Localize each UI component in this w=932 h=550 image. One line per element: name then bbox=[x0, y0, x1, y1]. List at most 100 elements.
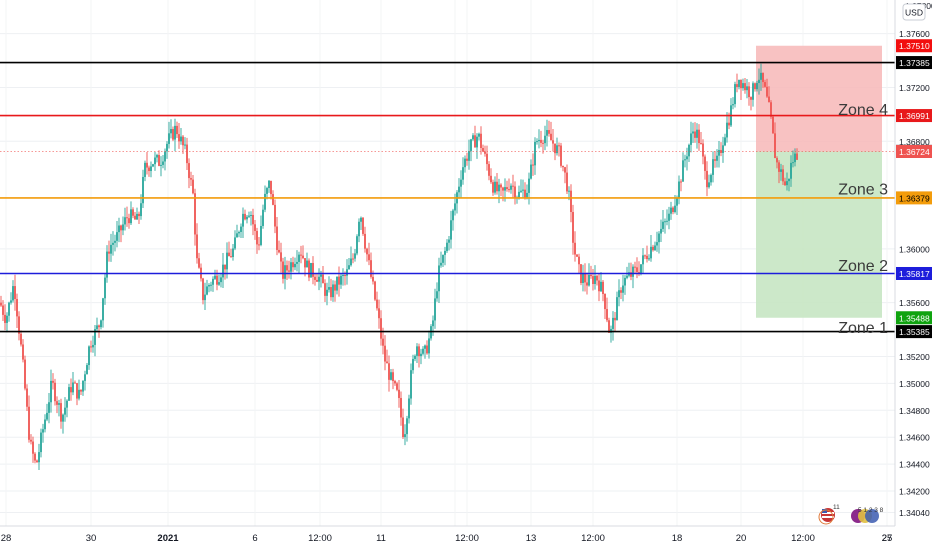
candle-body bbox=[162, 161, 164, 165]
candle-body bbox=[84, 374, 86, 381]
candle-body bbox=[554, 143, 556, 154]
candle-body bbox=[506, 187, 508, 190]
candle-body bbox=[32, 441, 34, 454]
price-tag[interactable]: 1.37510 bbox=[896, 39, 932, 53]
candle-body bbox=[748, 86, 750, 98]
candle-body bbox=[688, 144, 690, 157]
candle-body bbox=[330, 287, 332, 298]
candle-body bbox=[398, 389, 400, 399]
candle-body bbox=[448, 239, 450, 243]
candle-body bbox=[596, 275, 598, 281]
price-tag-bg bbox=[896, 311, 932, 325]
level-price-tag[interactable]: 1.35385 bbox=[896, 325, 932, 339]
candle-body bbox=[752, 83, 754, 100]
candle-body bbox=[220, 277, 222, 283]
candle-body bbox=[274, 204, 276, 227]
currency-button[interactable]: USD bbox=[902, 3, 926, 21]
candle-body bbox=[60, 403, 62, 422]
short-position-tool[interactable] bbox=[756, 45, 882, 318]
price-tag-bg bbox=[896, 144, 932, 158]
candle-body bbox=[302, 255, 304, 259]
candle-body bbox=[418, 346, 420, 357]
candle-body bbox=[96, 325, 98, 330]
flag-ring bbox=[818, 509, 834, 525]
candle-body bbox=[680, 181, 682, 183]
price-tag-bg bbox=[896, 325, 932, 339]
candle-body bbox=[230, 256, 232, 258]
take-profit-zone[interactable] bbox=[756, 151, 882, 318]
candle-body bbox=[56, 401, 58, 405]
price-tag[interactable]: 1.36724 bbox=[896, 144, 932, 158]
event-badges[interactable]: 11 5 1 2 3 8 bbox=[818, 504, 884, 525]
price-tag-bg bbox=[896, 266, 932, 280]
price-tag[interactable]: 1.35488 bbox=[896, 311, 932, 325]
candle-body bbox=[378, 308, 380, 319]
candle-body bbox=[38, 452, 40, 463]
candle-body bbox=[16, 299, 18, 317]
candle-body bbox=[360, 217, 362, 222]
candle-body bbox=[442, 254, 444, 263]
candle-body bbox=[530, 164, 532, 179]
candle-body bbox=[412, 358, 414, 371]
candle-body bbox=[210, 284, 212, 286]
candle-body bbox=[372, 276, 374, 282]
price-tick-label: 1.34200 bbox=[899, 487, 930, 497]
candle-body bbox=[226, 252, 228, 270]
candle-body bbox=[120, 225, 122, 231]
candle-body bbox=[664, 221, 666, 223]
candle-body bbox=[606, 309, 608, 321]
candle-body bbox=[256, 230, 258, 245]
candle-body bbox=[42, 429, 44, 433]
flag-events-icon[interactable]: 11 bbox=[818, 504, 840, 525]
economic-events-icon[interactable]: 5 1 2 3 8 bbox=[851, 507, 884, 523]
level-price-tag[interactable]: 1.35817 bbox=[896, 266, 932, 280]
flag-stripe bbox=[822, 516, 834, 518]
candle-body bbox=[572, 212, 574, 243]
candle-body bbox=[604, 293, 606, 310]
level-price-tag[interactable]: 1.36991 bbox=[896, 109, 932, 123]
candle-body bbox=[570, 190, 572, 213]
flag-canton bbox=[822, 509, 827, 513]
candle-body bbox=[598, 280, 600, 292]
time-tick-label: 12:00 bbox=[308, 533, 332, 544]
candle-body bbox=[66, 400, 68, 408]
candle-body bbox=[318, 276, 320, 282]
candle-body bbox=[778, 162, 780, 172]
candle-body bbox=[686, 156, 688, 160]
level-price-tag[interactable]: 1.36379 bbox=[896, 191, 932, 205]
candle-body bbox=[706, 170, 708, 188]
candle-body bbox=[34, 453, 36, 461]
candle-body bbox=[224, 264, 226, 270]
candle-body bbox=[576, 254, 578, 257]
zone-label: Zone 4 bbox=[838, 102, 888, 119]
candle-body bbox=[574, 242, 576, 255]
candle-body bbox=[640, 264, 642, 274]
candle-body bbox=[792, 162, 794, 164]
time-tick-label: 11 bbox=[376, 533, 386, 544]
candle-body bbox=[122, 224, 124, 231]
candle-body bbox=[108, 251, 110, 254]
time-axis[interactable]: 28 30 2021 6 12:00 11 12:00 13 12:00 18 20 12:00 252… bbox=[0, 525, 895, 550]
level-price-tag[interactable]: 1.37385 bbox=[896, 56, 932, 70]
candle-body bbox=[250, 214, 252, 216]
candle-body bbox=[736, 84, 738, 87]
candle-body bbox=[202, 278, 204, 301]
currency-label: USD bbox=[905, 8, 923, 18]
candle-body bbox=[424, 345, 426, 349]
candle-body bbox=[248, 215, 250, 217]
candle-body bbox=[592, 276, 594, 285]
candle-body bbox=[0, 302, 2, 306]
candle-body bbox=[414, 355, 416, 359]
price-axis[interactable]: 1.37600 1.37200 1.36800 1.36000 1.35600 1.352… bbox=[894, 0, 932, 550]
candle-body bbox=[180, 136, 182, 142]
price-tick-label: 1.35600 bbox=[899, 298, 930, 308]
horizontal-levels[interactable] bbox=[0, 61, 895, 333]
candle-body bbox=[620, 290, 622, 293]
stop-loss-zone[interactable] bbox=[756, 45, 882, 152]
candle-body bbox=[182, 136, 184, 146]
candle-body bbox=[12, 286, 14, 301]
candle-body bbox=[422, 348, 424, 354]
candle-body bbox=[112, 242, 114, 245]
candle-body bbox=[62, 414, 64, 422]
